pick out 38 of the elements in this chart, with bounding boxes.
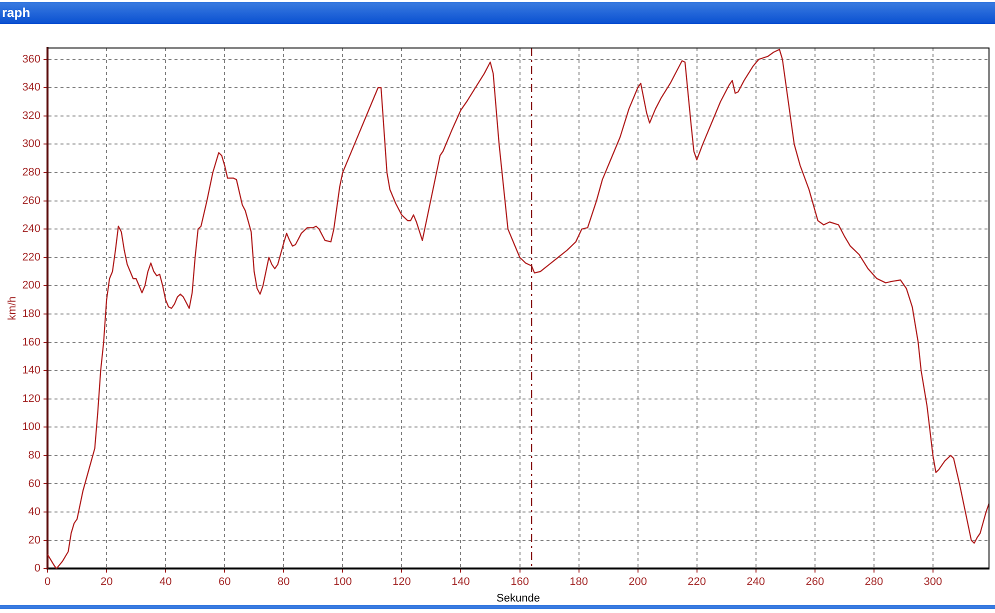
y-tick-label: 320	[22, 110, 41, 122]
x-tick-label: 300	[924, 576, 942, 588]
y-axis-title: km/h	[6, 296, 19, 320]
y-tick-label: 280	[22, 166, 41, 179]
x-tick-label: 100	[334, 576, 352, 588]
y-tick-label: 120	[22, 392, 41, 405]
x-tick-label: 120	[392, 576, 411, 588]
y-tick-label: 160	[22, 336, 41, 348]
x-tick-label: 160	[510, 576, 529, 588]
y-tick-label: 360	[22, 53, 41, 66]
y-tick-label: 260	[22, 194, 41, 207]
y-tick-label: 300	[22, 138, 41, 150]
x-tick-label: 0	[44, 576, 51, 588]
x-tick-label: 20	[100, 576, 113, 588]
x-tick-label: 220	[688, 576, 706, 588]
x-tick-label: 180	[570, 576, 588, 588]
x-tick-label: 280	[864, 576, 884, 588]
y-tick-label: 140	[22, 364, 41, 377]
x-tick-label: 240	[746, 576, 766, 588]
y-tick-label: 60	[28, 478, 41, 490]
x-tick-label: 60	[218, 576, 231, 588]
y-tick-label: 100	[22, 421, 41, 434]
y-tick-label: 40	[28, 506, 41, 518]
y-tick-label: 180	[22, 308, 41, 320]
chart-title: raph	[0, 2, 995, 24]
y-tick-label: 80	[28, 449, 41, 462]
y-tick-label: 240	[22, 223, 41, 236]
y-tick-label: 340	[22, 82, 41, 94]
x-tick-label: 80	[278, 576, 290, 588]
y-tick-label: 220	[22, 251, 41, 264]
y-tick-label: 20	[28, 534, 41, 546]
x-tick-label: 260	[806, 576, 824, 588]
x-tick-label: 40	[159, 576, 172, 588]
x-axis-title: Sekunde	[496, 592, 540, 604]
x-tick-label: 140	[452, 576, 470, 588]
x-tick-label: 200	[628, 576, 647, 588]
y-tick-label: 0	[34, 562, 41, 575]
y-tick-label: 200	[22, 280, 41, 292]
